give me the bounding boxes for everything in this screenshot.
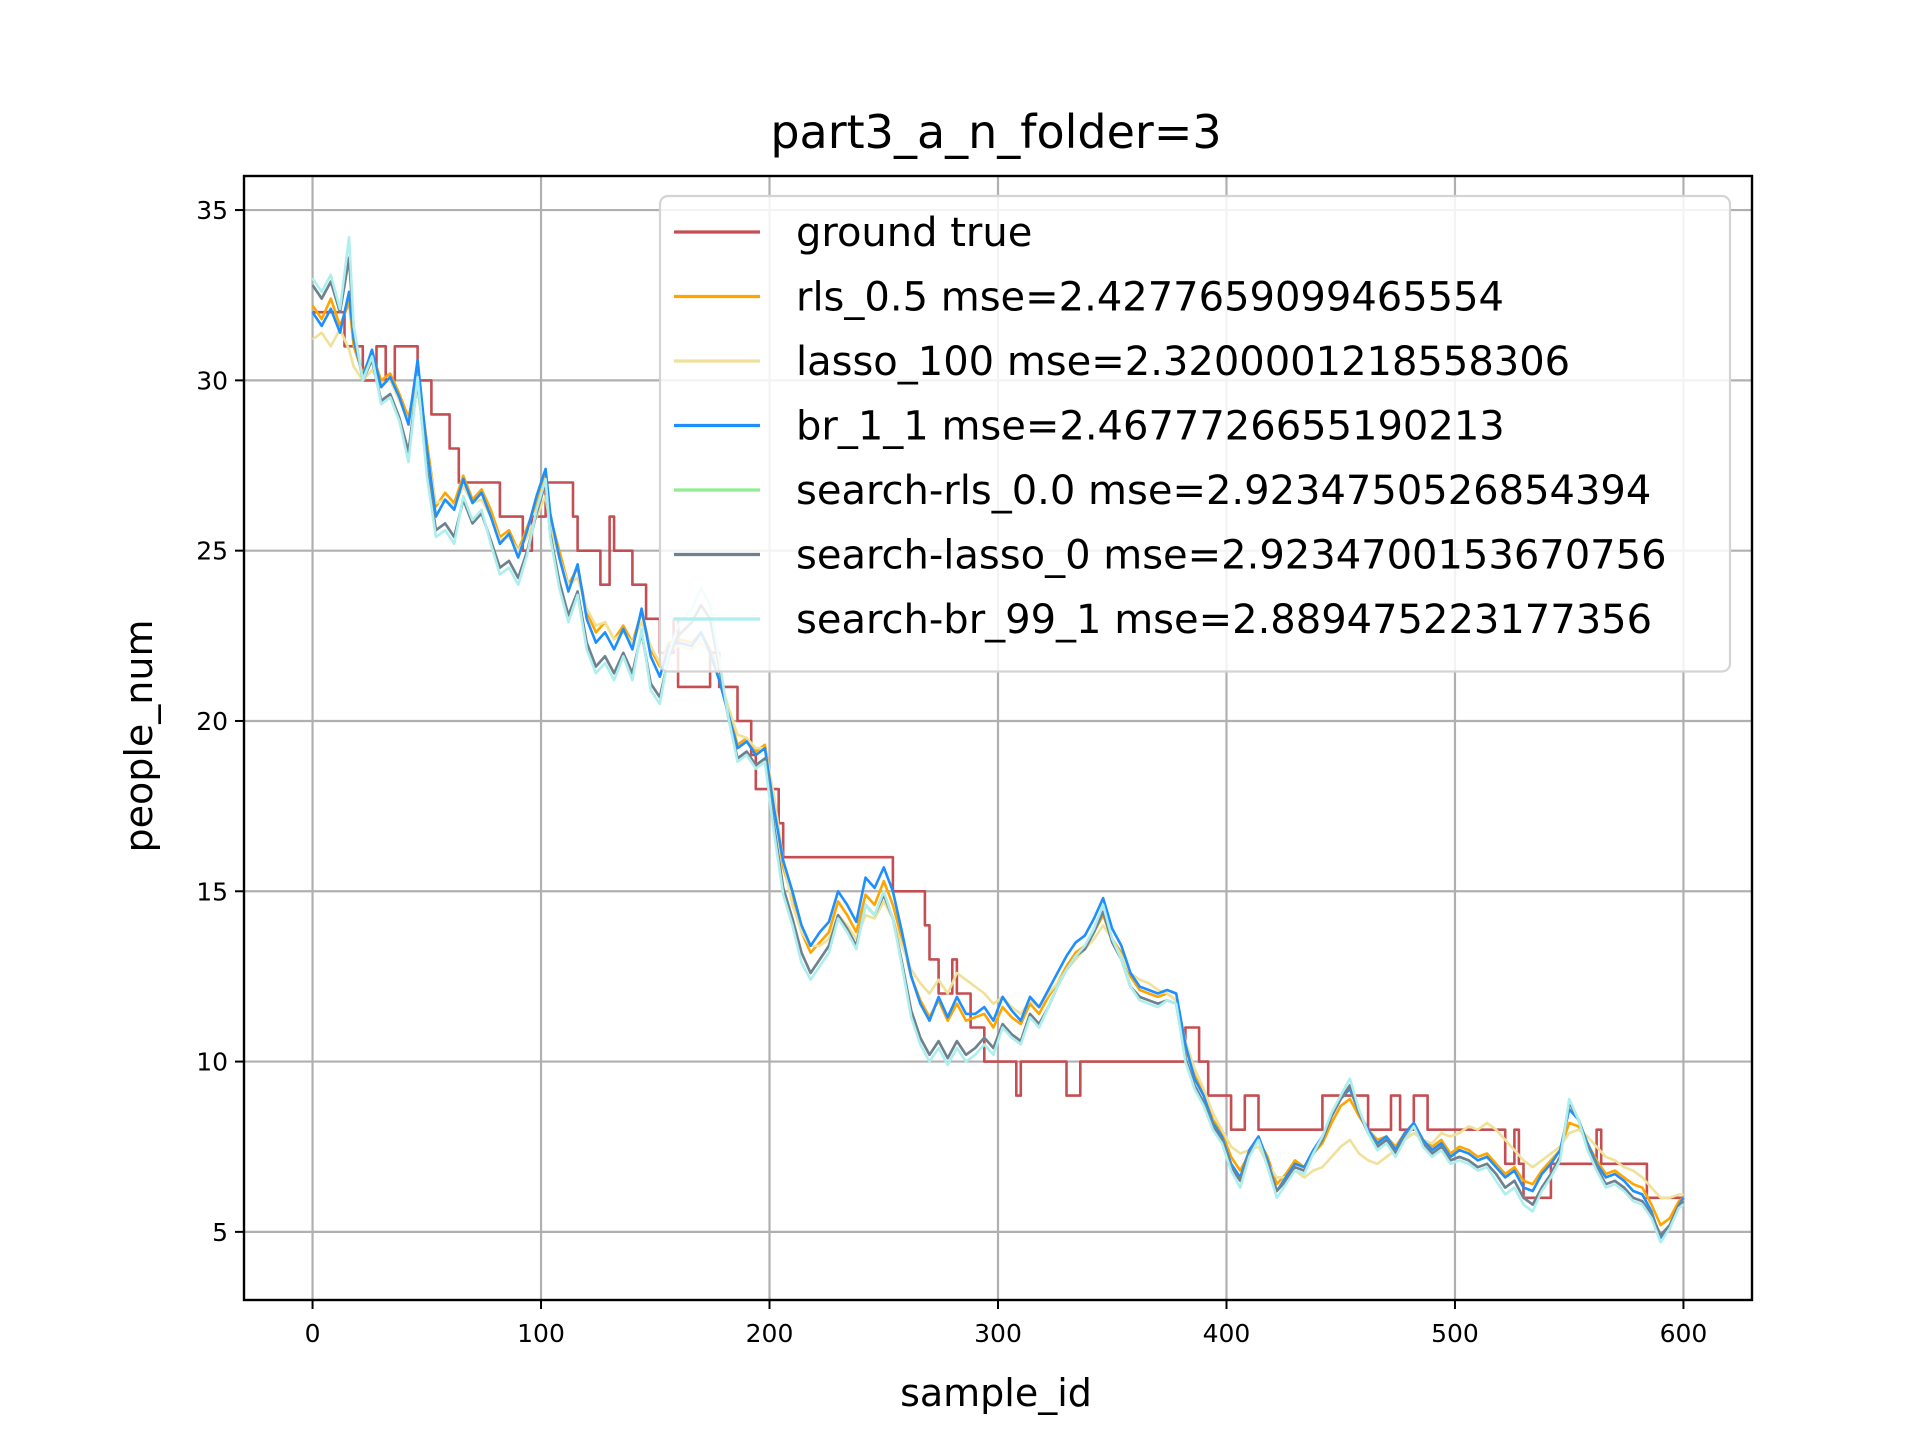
series-lines [311, 236, 1685, 1244]
x-tick-label: 200 [746, 1319, 794, 1348]
x-tick-label: 500 [1431, 1319, 1479, 1348]
y-tick-label: 25 [196, 537, 228, 566]
legend-box [658, 194, 1732, 673]
y-tick-label: 5 [212, 1218, 228, 1247]
series-line-6 [311, 236, 1685, 1244]
legend-label: search-rls_0.0 mse=2.9234750526854394 [796, 468, 1651, 514]
series-line-1 [311, 297, 1685, 1227]
y-tick-label: 10 [196, 1048, 228, 1077]
x-tick-label: 400 [1203, 1319, 1251, 1348]
y-tick-label: 15 [196, 877, 228, 906]
y-tick-label: 30 [196, 366, 228, 395]
legend: ground true rls_0.5 mse=2.427765909946555… [658, 194, 1732, 673]
x-axis-label: sample_id [900, 1371, 1092, 1415]
x-tick-label: 100 [517, 1319, 565, 1348]
axes: 0 100 200 300 400 500 600 5 10 15 20 25 30 35 [196, 174, 1754, 1348]
legend-label: lasso_100 mse=2.3200001218558306 [796, 339, 1570, 385]
series-line-3 [311, 290, 1685, 1240]
legend-label: search-br_99_1 mse=2.889475223177356 [796, 597, 1652, 643]
legend-label: search-lasso_0 mse=2.9234700153670756 [796, 533, 1667, 579]
series-line-2 [311, 328, 1684, 1200]
legend-label: br_1_1 mse=2.4677726655190213 [796, 404, 1505, 450]
chart-title: part3_a_n_folder=3 [770, 105, 1221, 159]
legend-label: ground true [796, 210, 1032, 256]
y-tick-label: 20 [196, 707, 228, 736]
x-tick-label: 300 [974, 1319, 1022, 1348]
y-tick-label: 35 [196, 196, 228, 225]
legend-label: rls_0.5 mse=2.4277659099465554 [796, 275, 1504, 321]
x-tick-label: 600 [1660, 1319, 1708, 1348]
y-axis-label: people_num [117, 620, 161, 853]
x-tick-label: 0 [305, 1319, 321, 1348]
